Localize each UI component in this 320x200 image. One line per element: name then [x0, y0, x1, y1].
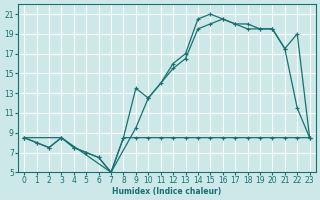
- X-axis label: Humidex (Indice chaleur): Humidex (Indice chaleur): [112, 187, 221, 196]
